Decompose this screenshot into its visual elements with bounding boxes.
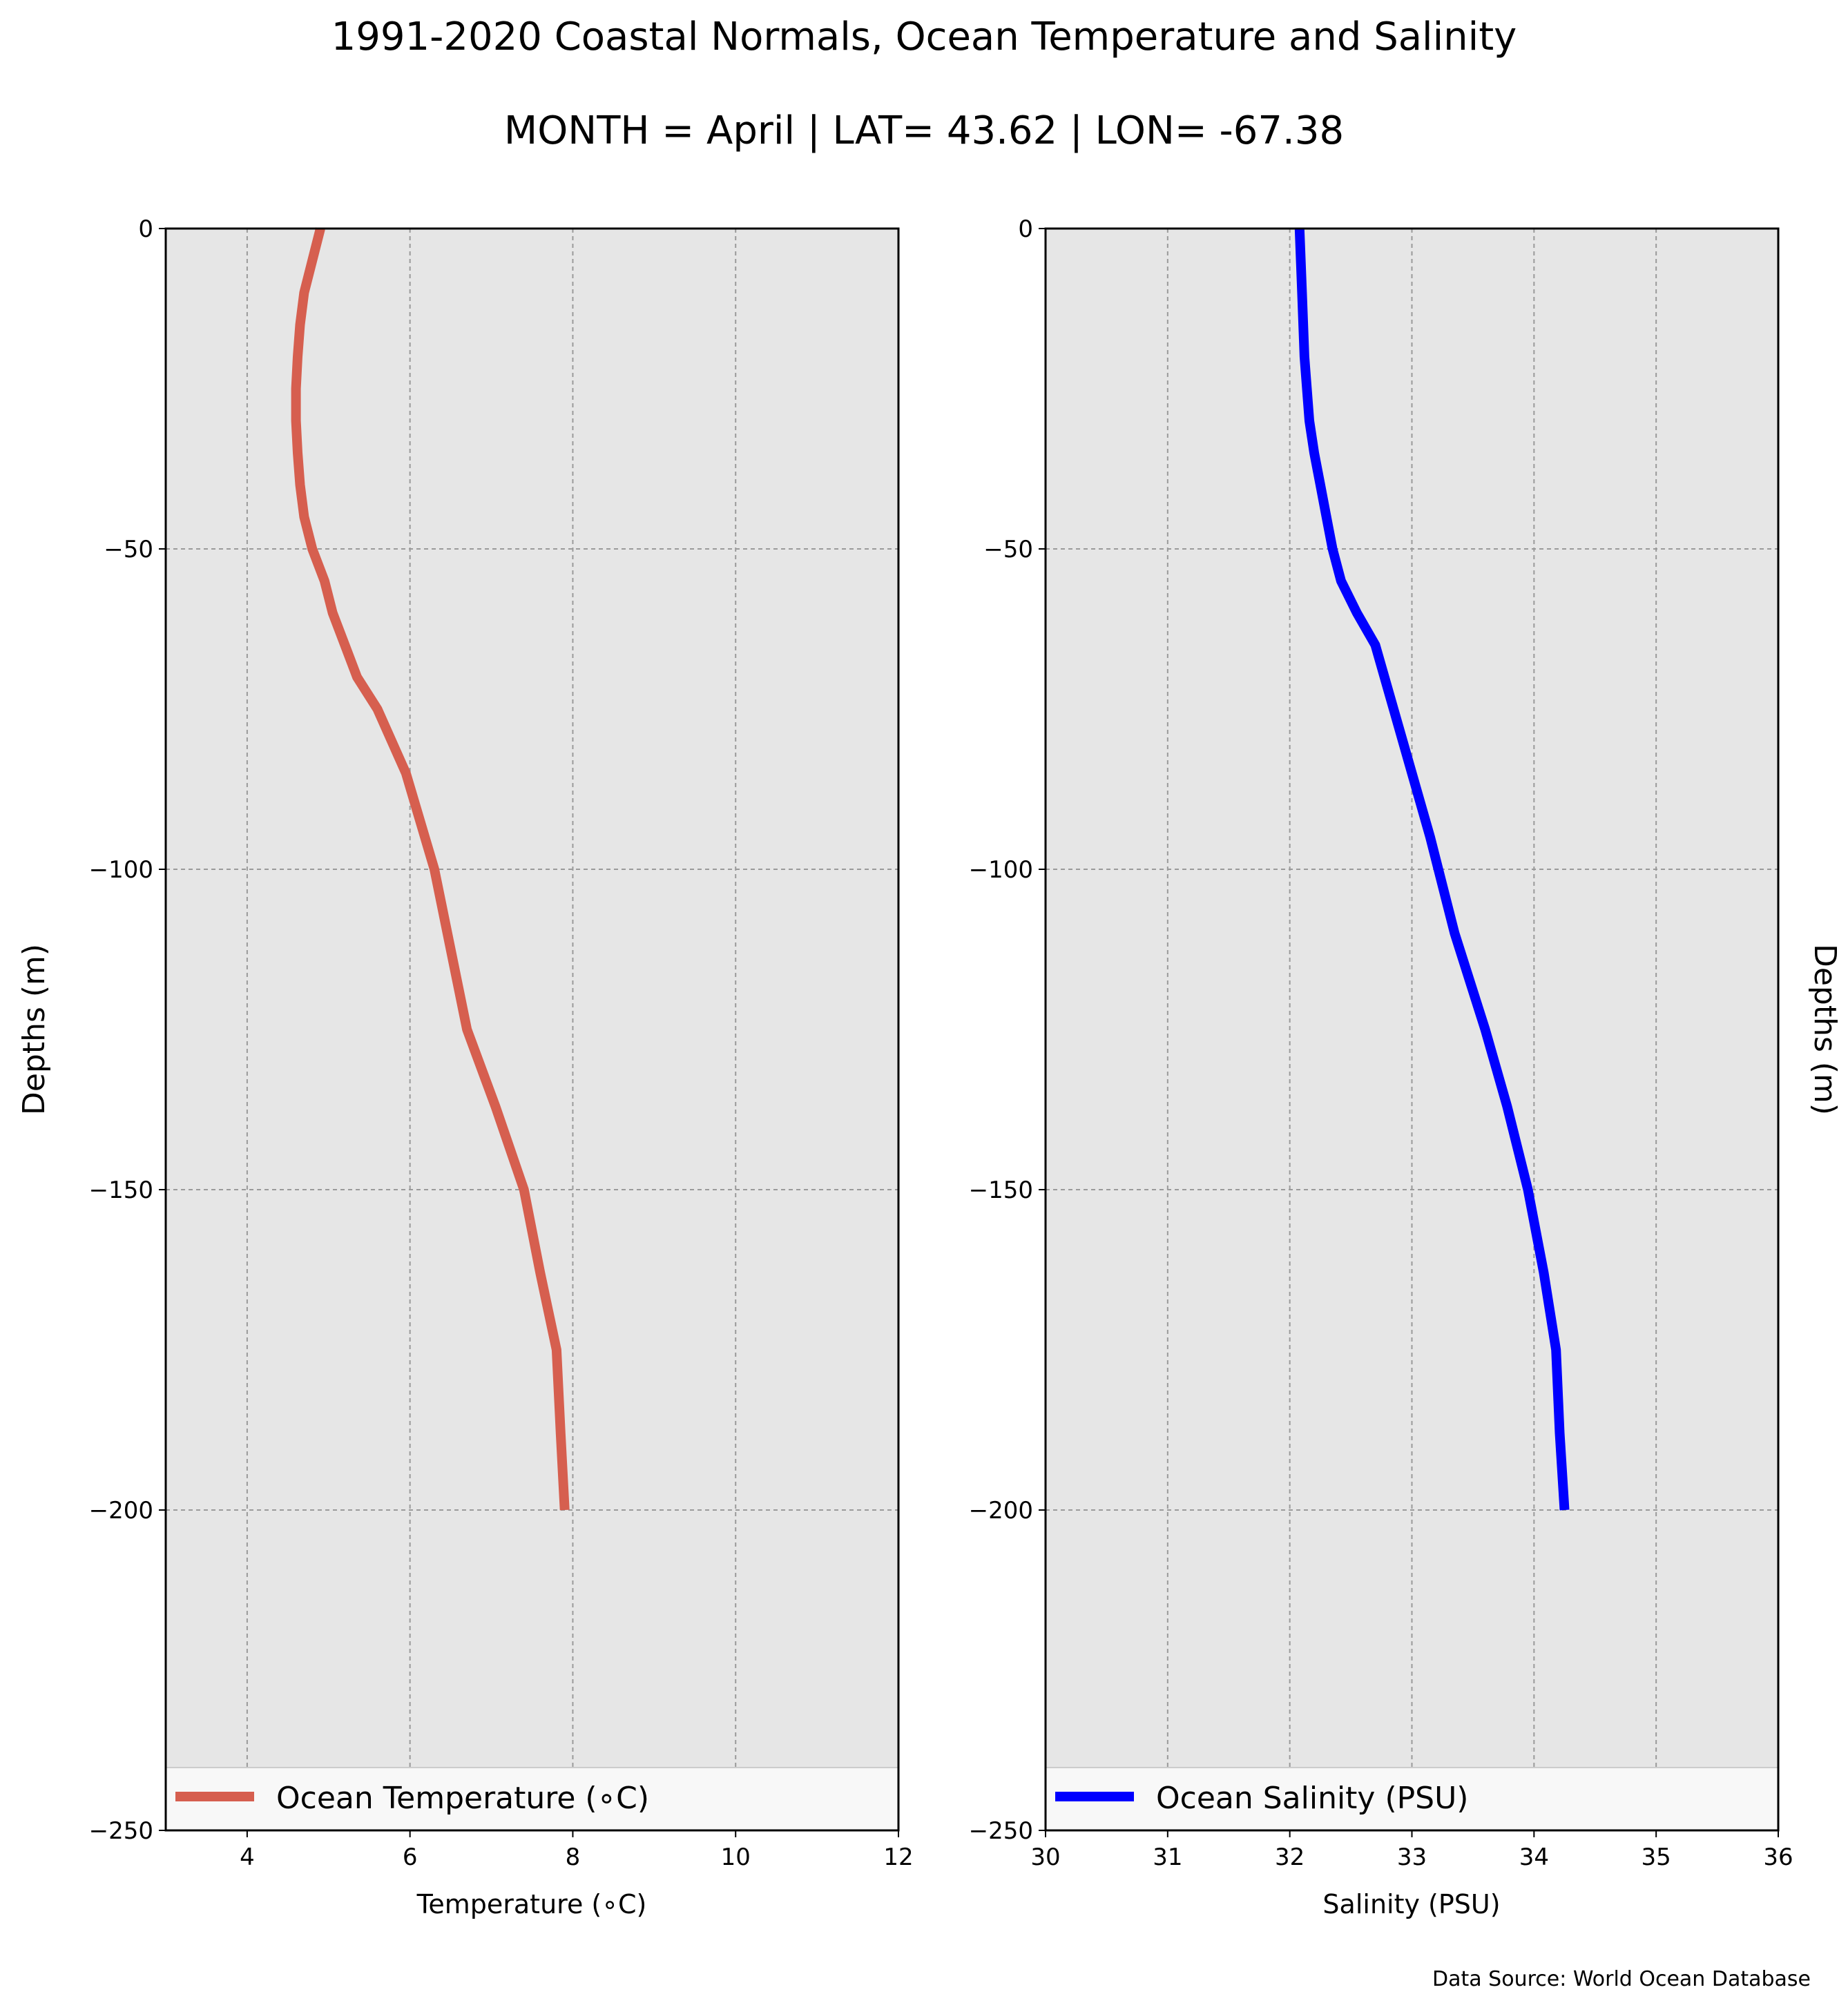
series-line [291,227,570,1511]
y-tick-label: −150 [969,1177,1033,1204]
x-tick-label: 33 [1397,1844,1427,1871]
figure-subtitle: MONTH = April | LAT= 43.62 | LON= -67.38 [504,108,1344,153]
y-tick-label: 0 [1018,215,1033,243]
x-tick-label: 36 [1763,1844,1793,1871]
y-tick-label: −250 [969,1817,1033,1845]
x-tick-label: 35 [1642,1844,1671,1871]
x-tick-label: 30 [1030,1844,1060,1871]
y-tick-label: −50 [104,536,153,563]
ticks: 4 6 8 10 12 0 −50 −100 −150 −200 −250 [89,215,914,1871]
y-axis-label: Depths (m) [17,944,52,1115]
x-tick-label: 12 [883,1844,913,1871]
legend-box [1045,1767,1779,1831]
legend: Ocean Temperature (∘C) [165,1767,899,1831]
x-tick-label: 4 [240,1844,255,1871]
series-lines [1294,228,1570,1511]
x-tick-label: 31 [1153,1844,1182,1871]
plot-area [166,229,898,1830]
gridlines [166,229,898,1830]
figure-title: 1991-2020 Coastal Normals, Ocean Tempera… [331,14,1517,59]
y-axis-label: Depths (m) [1807,944,1842,1115]
axes-frame [164,227,900,1832]
legend-label: Ocean Temperature (∘C) [276,1781,649,1816]
x-tick-label: 34 [1519,1844,1549,1871]
legend: Ocean Salinity (PSU) [1045,1767,1779,1831]
temperature-panel: Ocean Temperature (∘C) 4 6 8 10 12 0 −50 −100 −1… [17,215,914,1919]
x-tick-label: 10 [721,1844,751,1871]
x-tick-label: 32 [1275,1844,1305,1871]
x-tick-label: 6 [403,1844,418,1871]
y-tick-label: 0 [138,215,153,243]
salinity-panel: Ocean Salinity (PSU) 30 31 32 33 34 35 36 0 −50 −… [969,215,1842,1919]
y-tick-label: −100 [89,856,153,884]
x-axis-label: Temperature (∘C) [416,1889,647,1919]
y-tick-label: −200 [969,1497,1033,1525]
y-tick-label: −200 [89,1497,153,1525]
y-tick-label: −150 [89,1177,153,1204]
series-lines [291,227,570,1511]
series-line [1294,228,1570,1511]
y-tick-label: −100 [969,856,1033,884]
gridlines [1046,229,1778,1830]
data-source-note: Data Source: World Ocean Database [1432,1967,1811,1991]
y-tick-label: −50 [983,536,1033,563]
ticks: 30 31 32 33 34 35 36 0 −50 −100 −150 −200 −250 [969,215,1793,1871]
x-axis-label: Salinity (PSU) [1322,1889,1500,1919]
x-tick-label: 8 [566,1844,581,1871]
y-tick-label: −250 [89,1817,153,1845]
legend-label: Ocean Salinity (PSU) [1156,1781,1468,1816]
